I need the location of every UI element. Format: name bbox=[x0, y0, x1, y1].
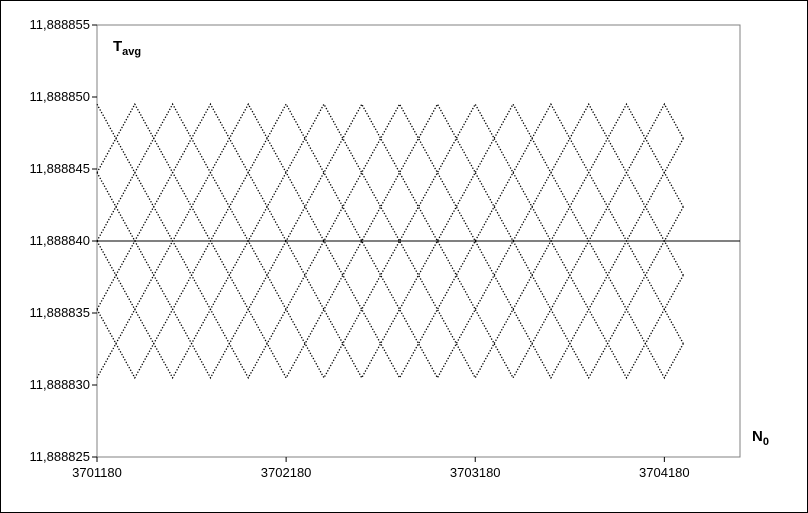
x-axis-label-sub: 0 bbox=[763, 436, 769, 448]
x-axis-label-main: N bbox=[752, 428, 763, 445]
x-tick-label: 3703180 bbox=[450, 465, 501, 480]
series-layer bbox=[96, 102, 684, 380]
series-5 bbox=[96, 102, 684, 380]
series-line bbox=[96, 102, 684, 380]
series-4 bbox=[96, 102, 684, 380]
x-axis-label: N0 bbox=[752, 428, 769, 448]
y-tick-label: 11,888850 bbox=[30, 89, 91, 104]
y-tick-label: 11,888835 bbox=[30, 305, 91, 320]
series-2 bbox=[96, 102, 684, 380]
series-line bbox=[96, 102, 684, 380]
x-tick-label: 3704180 bbox=[639, 465, 690, 480]
y-axis-label: Tavg bbox=[113, 38, 141, 58]
series-line bbox=[96, 102, 684, 380]
y-axis: 11,888825 11,888830 11,888835 11,888840 11,8… bbox=[30, 17, 97, 464]
x-tick-label: 3702180 bbox=[261, 465, 312, 480]
series-line bbox=[96, 102, 684, 380]
x-tick-label: 3701180 bbox=[72, 465, 122, 480]
y-tick-label: 11,888825 bbox=[30, 449, 91, 464]
series-line bbox=[96, 102, 684, 380]
y-axis-label-main: T bbox=[113, 38, 122, 55]
y-tick-label: 11,888845 bbox=[30, 161, 91, 176]
series-1 bbox=[96, 102, 684, 380]
y-tick-label: 11,888830 bbox=[30, 377, 91, 392]
series-line bbox=[96, 102, 684, 380]
series-7 bbox=[96, 102, 684, 380]
y-tick-label: 11,888855 bbox=[30, 17, 91, 32]
series-line bbox=[96, 102, 684, 380]
x-axis: 3701180 3702180 3703180 3704180 bbox=[72, 457, 690, 480]
y-axis-label-sub: avg bbox=[122, 46, 141, 58]
series-line bbox=[96, 102, 684, 380]
series-6 bbox=[96, 102, 684, 380]
series-3 bbox=[96, 102, 684, 380]
series-8 bbox=[96, 102, 684, 380]
y-tick-label: 11,888840 bbox=[30, 233, 91, 248]
